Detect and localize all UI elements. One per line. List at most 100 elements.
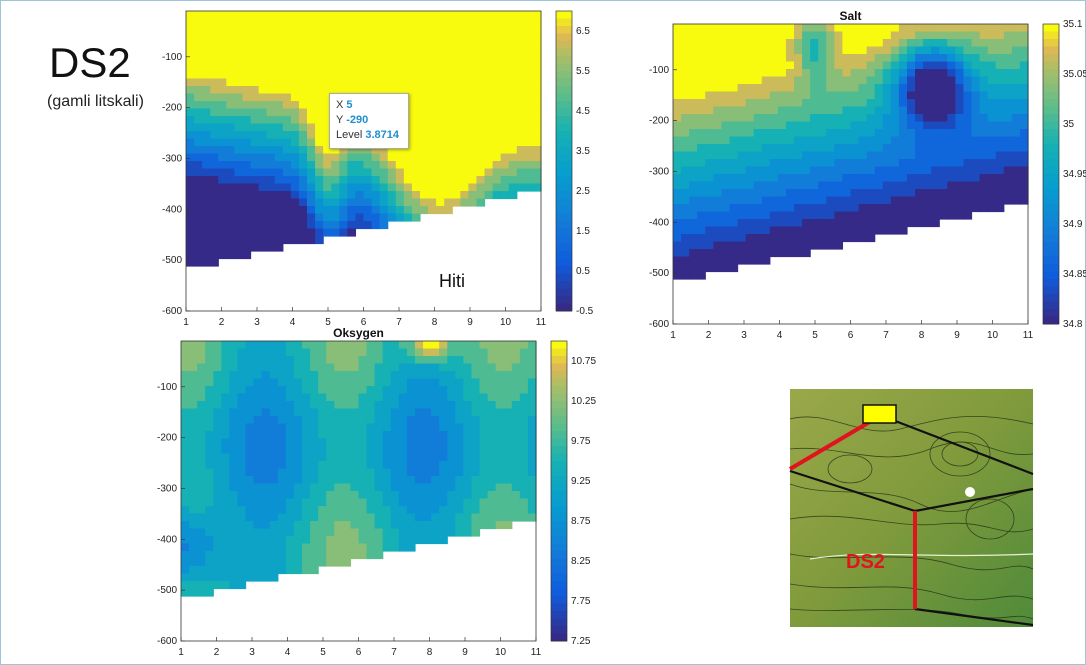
contour-cell: [963, 181, 973, 190]
contour-cell: [761, 31, 771, 40]
contour-cell: [923, 166, 932, 175]
contour-cell: [342, 513, 352, 522]
contour-cell: [258, 71, 268, 80]
contour-cell: [242, 168, 252, 177]
contour-cell: [205, 341, 214, 350]
contour-cell: [258, 78, 268, 87]
contour-cell: [471, 348, 481, 357]
contour-cell: [382, 408, 392, 417]
contour-cell: [444, 146, 453, 155]
contour-cell: [476, 101, 486, 110]
contour-cell: [318, 371, 327, 380]
contour-cell: [532, 123, 542, 132]
contour-cell: [290, 206, 300, 215]
contour-cell: [419, 108, 429, 117]
contour-cell: [484, 161, 494, 170]
contour-cell: [302, 363, 311, 372]
contour-cell: [310, 386, 319, 395]
contour-cell: [947, 91, 956, 100]
contour-cell: [323, 63, 332, 72]
contour-cell: [777, 174, 787, 183]
contour-cell: [403, 168, 413, 177]
contour-cell: [307, 176, 316, 185]
contour-cell: [713, 114, 723, 123]
contour-cell: [834, 144, 844, 153]
contour-cell: [302, 461, 311, 470]
contour-cell: [1011, 136, 1021, 145]
contour-cell: [423, 513, 432, 522]
contour-cell: [290, 33, 300, 42]
contour-cell: [463, 348, 473, 357]
contour-cell: [202, 198, 211, 207]
contour-cell: [218, 63, 227, 72]
contour-cell: [310, 543, 319, 552]
contour-cell: [737, 99, 747, 108]
contour-cell: [681, 136, 690, 145]
contour-cell: [794, 136, 803, 145]
contour-cell: [516, 116, 526, 125]
contour-cell: [955, 136, 965, 145]
contour-cell: [931, 211, 940, 220]
contour-cell: [834, 174, 844, 183]
contour-cell: [229, 401, 239, 410]
contour-cell: [729, 99, 739, 108]
contour-cell: [197, 453, 206, 462]
contour-cell: [963, 159, 973, 168]
contour-cell: [423, 528, 432, 537]
contour-cell: [761, 249, 771, 258]
contour-cell: [355, 213, 365, 222]
contour-cell: [503, 438, 513, 447]
colorbar-segment: [1043, 69, 1059, 77]
contour-cell: [379, 183, 389, 192]
contour-cell: [355, 206, 365, 215]
contour-cell: [858, 54, 868, 63]
contour-cell: [508, 26, 518, 35]
contour-cell: [439, 483, 448, 492]
contour-cell: [850, 174, 860, 183]
contour-cell: [737, 91, 747, 100]
contour-cell: [673, 159, 682, 168]
chart-temperature[interactable]: 1 2 3 4 5 6 7 8 9 10 11-100-200-300-400-500-6006.5…: [151, 6, 594, 328]
contour-cell: [326, 341, 335, 350]
contour-cell: [226, 221, 236, 230]
contour-cell: [995, 166, 1005, 175]
contour-cell: [524, 41, 534, 50]
contour-cell: [971, 69, 981, 78]
contour-cell: [890, 129, 900, 138]
colorbar-segment: [556, 116, 572, 124]
contour-cell: [347, 48, 357, 57]
contour-cell: [689, 226, 698, 235]
contour-cell: [277, 341, 287, 350]
contour-cell: [761, 76, 771, 85]
contour-cell: [237, 536, 247, 545]
contour-cell: [331, 228, 340, 237]
contour-cell: [285, 378, 295, 387]
contour-cell: [261, 393, 271, 402]
colorbar-segment: [556, 243, 572, 252]
contour-cell: [753, 106, 763, 115]
contour-cell: [947, 196, 956, 205]
contour-cell: [293, 461, 303, 470]
contour-cell: [390, 521, 400, 530]
contour-cell: [842, 189, 852, 198]
contour-cell: [245, 521, 255, 530]
contour-cell: [431, 513, 440, 522]
contour-cell: [347, 26, 357, 35]
contour-cell: [906, 99, 916, 108]
colorbar-segment: [551, 386, 567, 394]
contour-cell: [479, 506, 489, 515]
contour-cell: [197, 566, 206, 575]
contour-cell: [939, 106, 948, 115]
contour-cell: [915, 84, 924, 93]
contour-cell: [463, 521, 473, 530]
contour-cell: [826, 189, 835, 198]
contour-cell: [202, 213, 211, 222]
contour-cell: [277, 506, 287, 515]
colorbar-tick-label: 9.25: [571, 476, 591, 487]
contour-cell: [326, 551, 335, 560]
contour-cell: [374, 408, 384, 417]
contour-cell: [237, 521, 247, 530]
contour-cell: [785, 69, 795, 78]
